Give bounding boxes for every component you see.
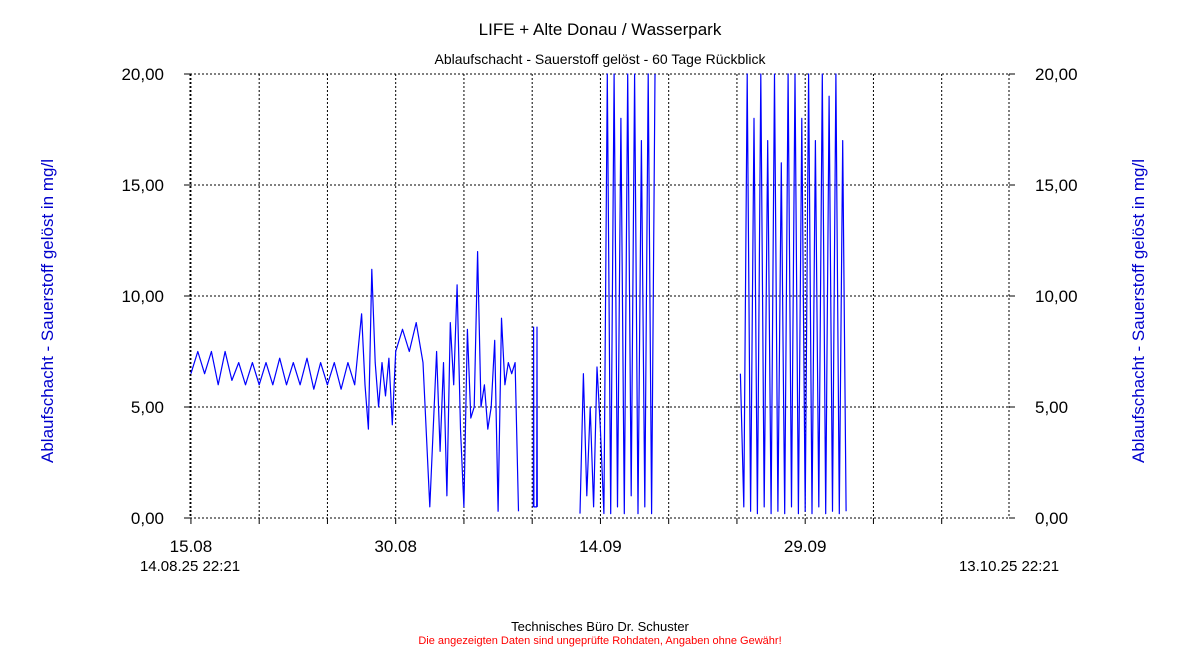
x-tick-label: 29.09 bbox=[784, 537, 827, 556]
x-tick-label: 14.09 bbox=[579, 537, 622, 556]
grid bbox=[189, 73, 1010, 519]
chart-title: LIFE + Alte Donau / Wasserpark bbox=[478, 20, 722, 39]
series-line-segment bbox=[190, 251, 520, 512]
y-tick-label-right: 20,00 bbox=[1035, 65, 1078, 84]
x-tick-label: 15.08 bbox=[170, 537, 213, 556]
y-tick-label-right: 0,00 bbox=[1035, 509, 1068, 528]
series-line-segment bbox=[532, 326, 538, 508]
y-axis-label-left: Ablaufschacht - Sauerstoff gelöst in mg/… bbox=[38, 159, 57, 463]
series-group bbox=[190, 73, 847, 515]
y-axis-label-right: Ablaufschacht - Sauerstoff gelöst in mg/… bbox=[1129, 159, 1148, 463]
x-range-end-label: 13.10.25 22:21 bbox=[959, 558, 1059, 575]
y-tick-label-right: 15,00 bbox=[1035, 176, 1078, 195]
y-tick-label-left: 15,00 bbox=[121, 176, 164, 195]
series-line-segment bbox=[579, 73, 656, 515]
y-tick-label-left: 20,00 bbox=[121, 65, 164, 84]
y-tick-label-left: 10,00 bbox=[121, 287, 164, 306]
x-tick-label: 30.08 bbox=[374, 537, 417, 556]
chart-subtitle: Ablaufschacht - Sauerstoff gelöst - 60 T… bbox=[434, 51, 766, 67]
y-tick-label-right: 10,00 bbox=[1035, 287, 1078, 306]
series-line-segment bbox=[739, 73, 847, 515]
y-tick-label-right: 5,00 bbox=[1035, 398, 1068, 417]
footer-disclaimer: Die angezeigten Daten sind ungeprüfte Ro… bbox=[418, 635, 782, 647]
axes: 0,00 0,00 5,00 5,00 10,00 10,00 15,00 15,00 20,0… bbox=[121, 65, 1077, 556]
y-tick-label-left: 0,00 bbox=[131, 509, 164, 528]
x-range-start-label: 14.08.25 22:21 bbox=[140, 558, 240, 575]
footer-credit: Technisches Büro Dr. Schuster bbox=[511, 619, 689, 634]
y-tick-label-left: 5,00 bbox=[131, 398, 164, 417]
